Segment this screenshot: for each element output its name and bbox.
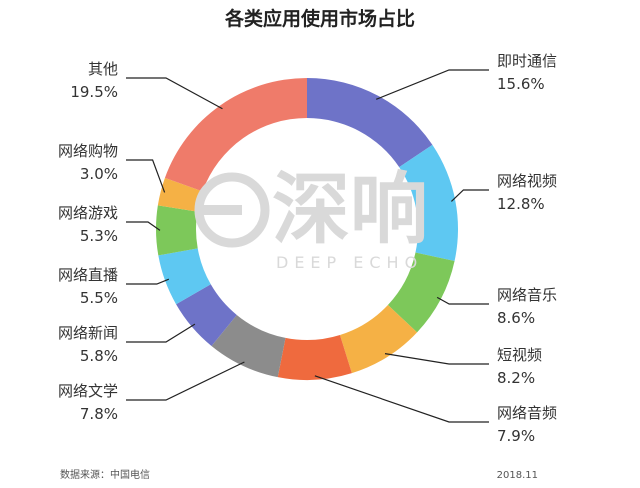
- leader-line-6: [126, 323, 196, 343]
- slice-label-value-3: 8.2%: [497, 369, 535, 387]
- slice-5: [211, 314, 286, 378]
- slice-1: [399, 144, 458, 262]
- watermark-logo: 深响 DEEP ECHO: [194, 165, 428, 272]
- slice-label-value-8: 5.3%: [80, 227, 118, 245]
- slice-label-value-5: 7.8%: [80, 405, 118, 423]
- leader-lines: [126, 69, 489, 423]
- chart-title: 各类应用使用市场占比: [224, 7, 415, 30]
- date-note: 2018.11: [497, 470, 538, 481]
- slice-label-value-2: 8.6%: [497, 309, 535, 327]
- slice-label-name-4: 网络音频: [497, 404, 557, 422]
- leader-line-9: [126, 159, 166, 193]
- slice-6: [176, 284, 237, 346]
- slice-label-value-0: 15.6%: [497, 75, 545, 93]
- slice-3: [339, 304, 418, 374]
- slice-label-value-9: 3.0%: [80, 165, 118, 183]
- slice-label-name-10: 其他: [88, 60, 118, 78]
- slice-label-name-5: 网络文学: [58, 382, 118, 400]
- slice-label-name-8: 网络游戏: [58, 204, 118, 222]
- slice-4: [277, 334, 352, 380]
- leader-line-10: [126, 77, 223, 110]
- leader-line-8: [126, 221, 161, 231]
- slice-label-name-6: 网络新闻: [58, 324, 118, 342]
- leader-line-1: [450, 189, 489, 202]
- slice-2: [387, 252, 455, 333]
- leader-line-3: [384, 353, 489, 365]
- slice-label-name-9: 网络购物: [58, 142, 118, 160]
- watermark-brand: 深响: [272, 165, 428, 255]
- leader-line-0: [375, 69, 489, 100]
- slice-label-value-1: 12.8%: [497, 195, 545, 213]
- slice-label-name-7: 网络直播: [58, 266, 118, 284]
- slice-9: [157, 177, 203, 212]
- leader-line-5: [126, 361, 245, 401]
- slice-label-value-6: 5.8%: [80, 347, 118, 365]
- leader-line-2: [436, 296, 489, 305]
- slice-label-value-4: 7.9%: [497, 427, 535, 445]
- watermark-brand-en: DEEP ECHO: [276, 253, 423, 272]
- slice-7: [158, 248, 211, 305]
- slice-label-name-0: 即时通信: [497, 52, 557, 70]
- slice-label-value-7: 5.5%: [80, 289, 118, 307]
- slice-10: [164, 78, 307, 192]
- donut-slices: [156, 78, 458, 380]
- slice-8: [156, 205, 198, 256]
- slice-label-name-3: 短视频: [497, 346, 542, 364]
- slice-labels: 即时通信 15.6% 网络视频 12.8% 网络音乐 8.6% 短视频 8.2% 网络音频 7.9…: [58, 52, 557, 445]
- slice-label-name-2: 网络音乐: [497, 286, 557, 304]
- slice-0: [307, 78, 433, 168]
- watermark-bar-mark: [198, 205, 242, 215]
- data-source-note: 数据来源：中国电信: [60, 468, 150, 481]
- slice-label-name-1: 网络视频: [497, 172, 557, 190]
- leader-line-7: [126, 278, 170, 285]
- leader-line-4: [314, 375, 489, 423]
- slice-label-value-10: 19.5%: [70, 83, 118, 101]
